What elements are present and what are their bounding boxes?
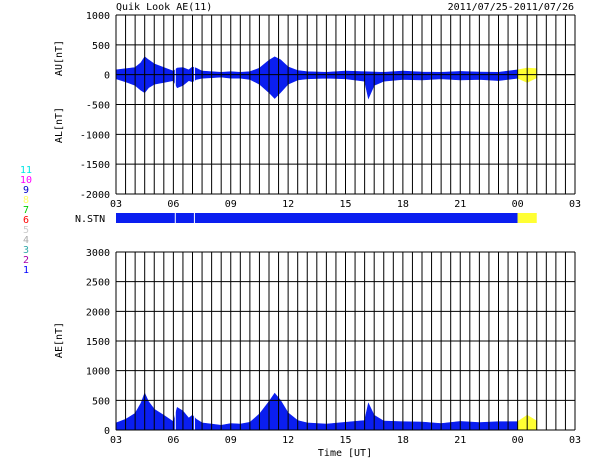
au_al-ytick-label: 1000 bbox=[86, 11, 110, 22]
au_al-ytick-label: -2000 bbox=[80, 190, 110, 201]
ae-xtick-label: 03 bbox=[110, 435, 122, 446]
nstn-bar bbox=[116, 213, 537, 223]
au_al-xtick-label: 12 bbox=[282, 199, 294, 210]
au_al-xtick-label: 15 bbox=[339, 199, 351, 210]
nstn-label: N.STN bbox=[75, 214, 105, 225]
chart-title: Quik Look AE(11) bbox=[116, 2, 212, 13]
ae-axis-label: AE[nT] bbox=[54, 322, 65, 358]
ae-xtick-label: 21 bbox=[454, 435, 466, 446]
au_al-ytick-label: -1500 bbox=[80, 160, 110, 171]
au_al-ytick-label: -1000 bbox=[80, 130, 110, 141]
au-axis-label: AU[nT] bbox=[54, 40, 65, 76]
ae-xtick-label: 18 bbox=[397, 435, 409, 446]
ae-xtick-label: 03 bbox=[569, 435, 581, 446]
legend-station-3: 3 bbox=[23, 245, 29, 256]
ae-ytick-label: 500 bbox=[92, 396, 110, 407]
ae-ytick-label: 2500 bbox=[86, 278, 110, 289]
au_al-ytick-label: -500 bbox=[86, 101, 110, 112]
au_al-xtick-label: 06 bbox=[167, 199, 179, 210]
ae-ytick-label: 3000 bbox=[86, 248, 110, 259]
legend-station-7: 7 bbox=[23, 205, 29, 216]
x-axis-title: Time [UT] bbox=[318, 448, 372, 459]
au_al-ytick-label: 0 bbox=[104, 71, 110, 82]
ae-ytick-label: 1500 bbox=[86, 337, 110, 348]
au_al-xtick-label: 09 bbox=[225, 199, 237, 210]
ae-xtick-label: 06 bbox=[167, 435, 179, 446]
au_al-xtick-label: 18 bbox=[397, 199, 409, 210]
legend-station-10: 10 bbox=[20, 175, 32, 186]
chart-date-range: 2011/07/25-2011/07/26 bbox=[448, 2, 574, 13]
ae-ytick-label: 1000 bbox=[86, 367, 110, 378]
ae-xtick-label: 00 bbox=[512, 435, 524, 446]
legend-station-4: 4 bbox=[23, 235, 29, 246]
ae-ytick-label: 0 bbox=[104, 426, 110, 437]
legend-station-6: 6 bbox=[23, 215, 29, 226]
nstn-segment-0 bbox=[116, 213, 518, 223]
ae-xtick-label: 12 bbox=[282, 435, 294, 446]
legend-station-5: 5 bbox=[23, 225, 29, 236]
ae-ytick-label: 2000 bbox=[86, 307, 110, 318]
legend-station-8: 8 bbox=[23, 195, 29, 206]
au_al-xtick-label: 00 bbox=[512, 199, 524, 210]
legend-station-11: 11 bbox=[20, 165, 32, 176]
au_al-ytick-label: 500 bbox=[92, 41, 110, 52]
au_al-xtick-label: 21 bbox=[454, 199, 466, 210]
legend-station-2: 2 bbox=[23, 255, 29, 266]
legend-station-9: 9 bbox=[23, 185, 29, 196]
al-axis-label: AL[nT] bbox=[54, 107, 65, 143]
au_al-xtick-label: 03 bbox=[569, 199, 581, 210]
legend-station-1: 1 bbox=[23, 265, 29, 276]
ae-xtick-label: 09 bbox=[225, 435, 237, 446]
nstn-segment-1 bbox=[517, 213, 537, 223]
au_al-xtick-label: 03 bbox=[110, 199, 122, 210]
ae-xtick-label: 15 bbox=[339, 435, 351, 446]
